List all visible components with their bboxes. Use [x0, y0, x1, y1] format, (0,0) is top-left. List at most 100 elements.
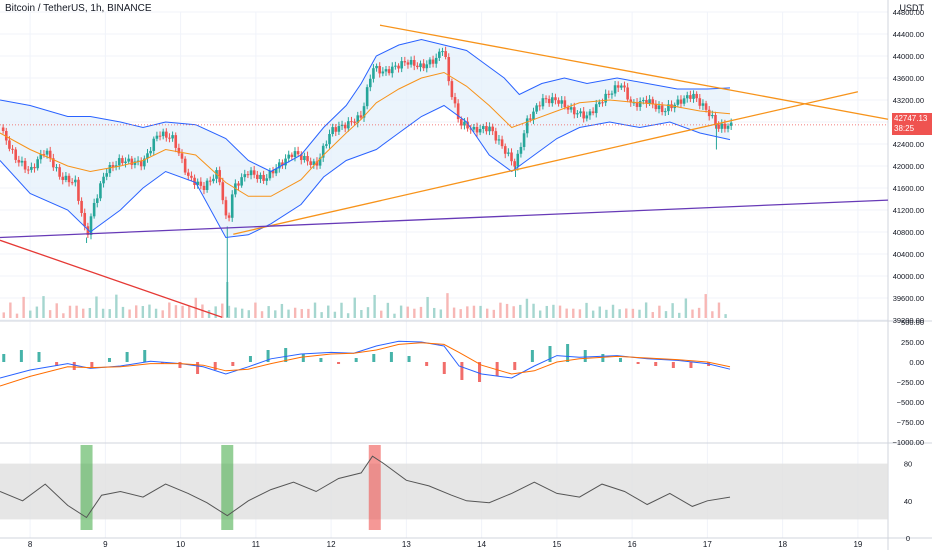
- volume-bar: [532, 303, 535, 318]
- candle-body: [456, 103, 460, 120]
- candle-body: [447, 57, 451, 82]
- candle-body: [202, 185, 206, 190]
- volume-bar: [168, 302, 171, 318]
- candle-body: [510, 152, 513, 162]
- volume-bar: [293, 307, 297, 318]
- macd-axis-label: 0.00: [909, 358, 924, 367]
- rsi-signal-highlight: [221, 445, 234, 530]
- candle-body: [563, 100, 567, 108]
- macd-histogram-bar: [425, 362, 429, 366]
- volume-bar: [499, 302, 502, 318]
- time-axis-label: 16: [628, 540, 637, 549]
- candle-body: [190, 175, 193, 178]
- macd-signal-line: [0, 342, 731, 387]
- candle-body: [334, 127, 338, 132]
- volume-bar: [658, 305, 661, 318]
- candle-body: [663, 111, 667, 113]
- candle-body: [171, 135, 174, 139]
- candle-body: [616, 85, 620, 88]
- volume-bar: [485, 308, 489, 318]
- volume-bar: [433, 307, 436, 318]
- candle-body: [685, 95, 689, 99]
- volume-bar: [280, 303, 284, 318]
- candle-body: [579, 111, 582, 114]
- price-axis-label: 41200.00: [893, 206, 924, 215]
- volume-bar: [572, 308, 575, 318]
- candle-body: [460, 119, 463, 126]
- price-axis-label: 44000.00: [893, 52, 924, 61]
- macd-histogram-bar: [372, 354, 376, 362]
- time-axis-label: 8: [28, 540, 33, 549]
- macd-histogram-bar: [548, 346, 552, 362]
- candle-body: [403, 61, 407, 63]
- long-support-trendline: [0, 199, 889, 239]
- volume-bar: [492, 309, 496, 318]
- candle-body: [726, 125, 730, 129]
- candle-body: [243, 174, 247, 178]
- volume-bar: [313, 302, 317, 318]
- candle-body: [287, 154, 291, 159]
- candle-body: [660, 105, 664, 113]
- candle-body: [230, 194, 234, 218]
- candle-body: [186, 172, 190, 176]
- candle-body: [557, 100, 560, 104]
- price-axis-label: 43200.00: [893, 96, 924, 105]
- volume-bar: [68, 305, 72, 318]
- currency-label: USDT: [899, 3, 925, 13]
- candle-body: [507, 152, 510, 154]
- bollinger-basis-line: [0, 71, 731, 197]
- last-price-value: 42747.13: [894, 114, 928, 123]
- candle-body: [638, 101, 642, 107]
- candle-body: [11, 148, 14, 150]
- candle-body: [58, 167, 61, 177]
- volume-bar: [519, 304, 522, 318]
- macd-axis-label: −500.00: [897, 398, 924, 407]
- candle-body: [359, 115, 363, 118]
- candle-body: [174, 135, 178, 148]
- candle-body: [183, 158, 187, 173]
- macd-axis-label: 500.00: [901, 318, 924, 327]
- candle-body: [569, 107, 573, 110]
- rsi-axis-label: 40: [904, 497, 912, 506]
- volume-bar: [644, 302, 648, 318]
- candle-body: [676, 99, 680, 105]
- candle-body: [378, 65, 382, 74]
- candle-body: [368, 78, 372, 88]
- macd-axis-label: −250.00: [897, 378, 924, 387]
- time-axis-label: 17: [703, 540, 712, 549]
- candle-body: [356, 115, 360, 123]
- last-price-tag: 42747.13 38:25: [892, 113, 932, 135]
- macd-histogram-bar: [407, 356, 411, 362]
- price-axis-label: 40400.00: [893, 250, 924, 259]
- macd-histogram-bar: [583, 350, 587, 362]
- price-axis-label: 42000.00: [893, 162, 924, 171]
- volume-bar: [115, 294, 118, 318]
- candle-body: [146, 153, 149, 159]
- candle-body: [86, 226, 90, 235]
- volume-bar: [161, 310, 164, 318]
- price-axis-label: 44800.00: [893, 8, 924, 17]
- candle-body: [277, 162, 281, 169]
- macd-line: [0, 340, 731, 379]
- volume-bar: [373, 294, 376, 318]
- volume-bar: [300, 309, 303, 318]
- candle-body: [149, 150, 152, 154]
- macd-histogram-bar: [566, 344, 570, 362]
- candle-body: [318, 157, 322, 166]
- volume-bar: [128, 309, 131, 318]
- volume-bar: [552, 304, 555, 318]
- macd-histogram-bar: [513, 362, 517, 370]
- candle-body: [274, 168, 278, 174]
- candle-body: [717, 124, 720, 129]
- candle-body: [321, 145, 325, 158]
- candle-body: [256, 174, 259, 180]
- rsi-line: [0, 455, 731, 519]
- volume-bar: [565, 308, 568, 318]
- candle-body: [61, 176, 65, 180]
- time-axis-label: 19: [853, 540, 862, 549]
- candle-body: [136, 160, 140, 162]
- candle-body: [434, 57, 438, 64]
- candle-body: [350, 121, 353, 123]
